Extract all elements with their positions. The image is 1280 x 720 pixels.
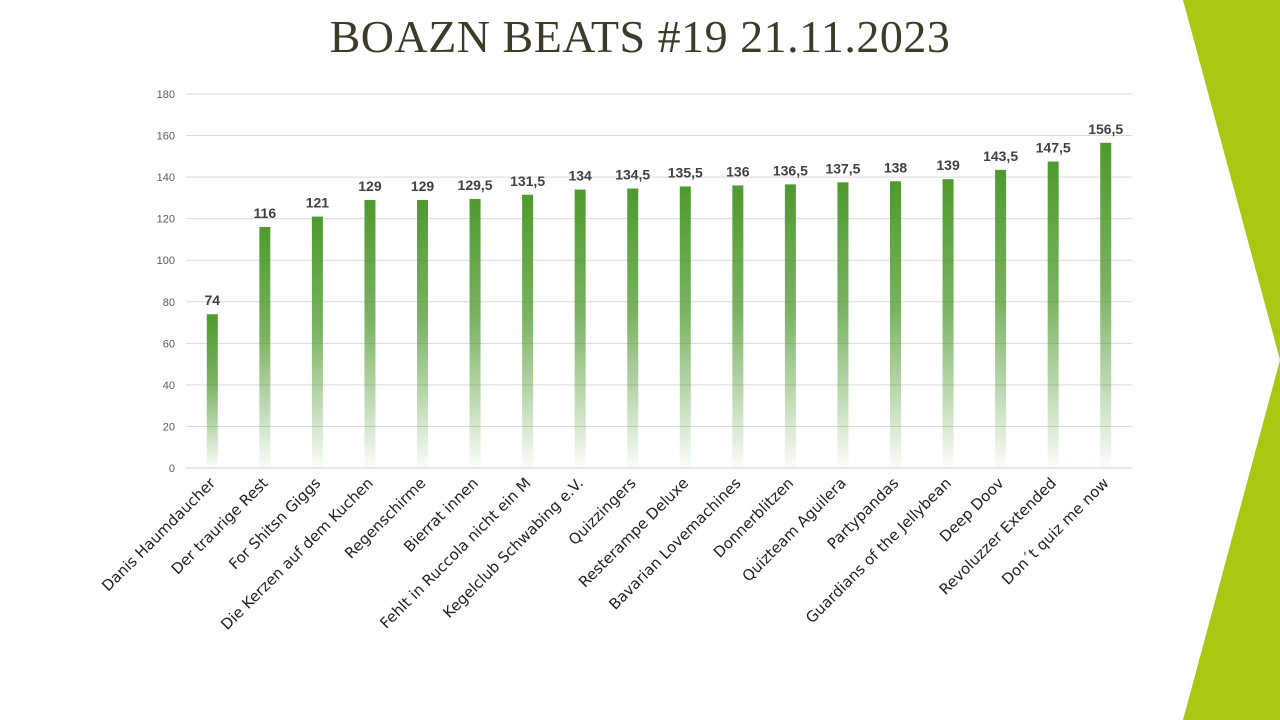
category-label: Der traurige Rest <box>168 474 272 578</box>
bar-value-label: 134 <box>568 168 592 184</box>
y-tick-label: 100 <box>157 255 175 267</box>
bar <box>890 181 901 468</box>
bar <box>469 198 481 468</box>
bar <box>417 199 428 468</box>
chart-bars <box>206 142 1112 469</box>
y-tick-label: 160 <box>157 131 175 143</box>
bar-value-label: 74 <box>204 292 220 308</box>
bar-value-label: 131,5 <box>510 173 545 189</box>
bar <box>259 226 271 468</box>
bar <box>1047 161 1059 468</box>
bar-value-label: 143,5 <box>983 148 1018 164</box>
bar-value-label: 137,5 <box>825 160 860 176</box>
bar <box>1100 142 1112 469</box>
y-tick-label: 60 <box>163 338 175 350</box>
bar <box>995 169 1007 469</box>
bar <box>574 189 586 469</box>
y-tick-label: 20 <box>163 421 175 433</box>
bar-value-label: 147,5 <box>1036 140 1071 156</box>
bar-value-label: 129 <box>358 178 382 194</box>
y-tick-label: 0 <box>169 463 175 475</box>
chart-gridlines <box>186 93 1132 469</box>
bar <box>837 182 849 469</box>
bar-value-label: 136,5 <box>773 162 808 178</box>
bar-value-label: 129,5 <box>458 177 493 193</box>
bar-value-label: 134,5 <box>615 167 650 183</box>
bar <box>522 194 534 468</box>
y-axis-tick-labels: 0 20 40 60 80 100 120 140 160 180 <box>157 89 175 475</box>
y-tick-label: 80 <box>163 297 175 309</box>
category-label: For Shitsn Giggs <box>225 474 324 573</box>
bar <box>679 186 691 468</box>
y-tick-label: 140 <box>157 172 175 184</box>
y-tick-label: 120 <box>157 214 175 226</box>
chart-data-labels: 74 116 121 129 129 129,5 131,5 134 134,5 135,5 136… <box>204 121 1123 308</box>
bar <box>942 179 954 468</box>
bar-value-label: 135,5 <box>668 164 703 180</box>
bar <box>732 185 744 468</box>
bar-value-label: 121 <box>306 195 330 211</box>
slide-title: BOAZN BEATS #19 21.11.2023 <box>329 11 951 62</box>
bar-value-label: 136 <box>726 163 750 179</box>
bar-value-label: 129 <box>411 178 435 194</box>
bar-value-label: 116 <box>254 205 277 221</box>
bar <box>784 184 796 468</box>
bar-value-label: 156,5 <box>1088 121 1123 137</box>
bar <box>311 216 323 468</box>
bar <box>627 188 639 469</box>
y-tick-label: 40 <box>163 380 175 392</box>
bar <box>206 314 218 468</box>
y-tick-label: 180 <box>157 89 175 101</box>
bar <box>364 199 376 468</box>
bar-value-label: 139 <box>936 157 960 173</box>
bar-value-label: 138 <box>884 159 908 175</box>
